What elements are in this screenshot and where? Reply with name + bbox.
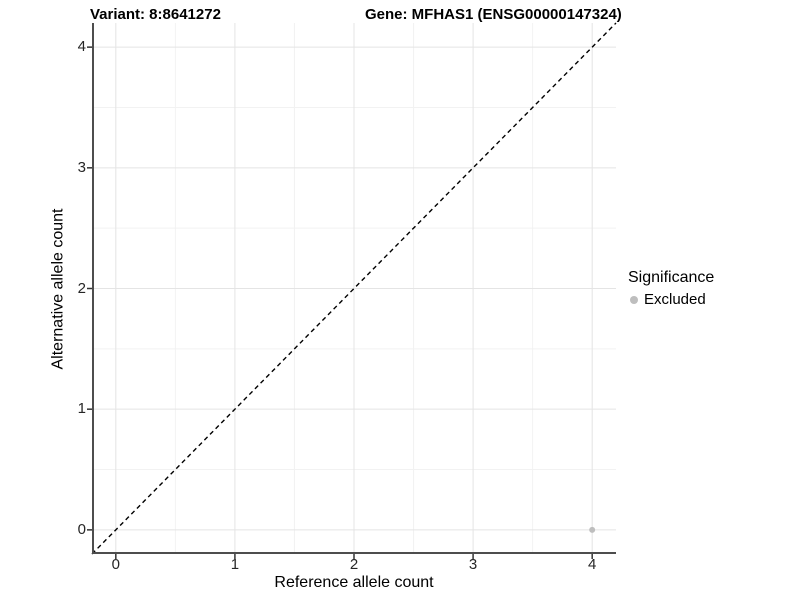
x-axis-title: Reference allele count [274, 574, 434, 591]
y-tick-label: 3 [77, 158, 86, 176]
excluded-point-icon [630, 296, 638, 304]
x-tick-label: 1 [230, 556, 240, 573]
variant-title: Variant: 8:8641272 [90, 6, 221, 23]
identity-dashed-line [91, 22, 617, 555]
y-tick-label: 0 [77, 520, 86, 538]
x-tick-label: 3 [468, 556, 478, 573]
plot-canvas [87, 22, 617, 559]
legend-item-label: Excluded [644, 291, 706, 308]
data-point [589, 526, 596, 533]
x-tick-label: 0 [111, 556, 120, 573]
legend-title: Significance [628, 269, 715, 286]
legend: Significance Excluded [628, 268, 714, 309]
gene-title: Gene: MFHAS1 (ENSG00000147324) [365, 6, 622, 23]
y-tick-label: 4 [77, 38, 86, 56]
y-tick-label: 2 [77, 279, 86, 297]
x-tick-label: 2 [349, 556, 359, 573]
y-tick-label: 1 [77, 400, 86, 418]
x-tick-label: 4 [588, 556, 597, 573]
legend-item-excluded: Excluded [628, 291, 714, 309]
plot-panel [87, 22, 617, 559]
